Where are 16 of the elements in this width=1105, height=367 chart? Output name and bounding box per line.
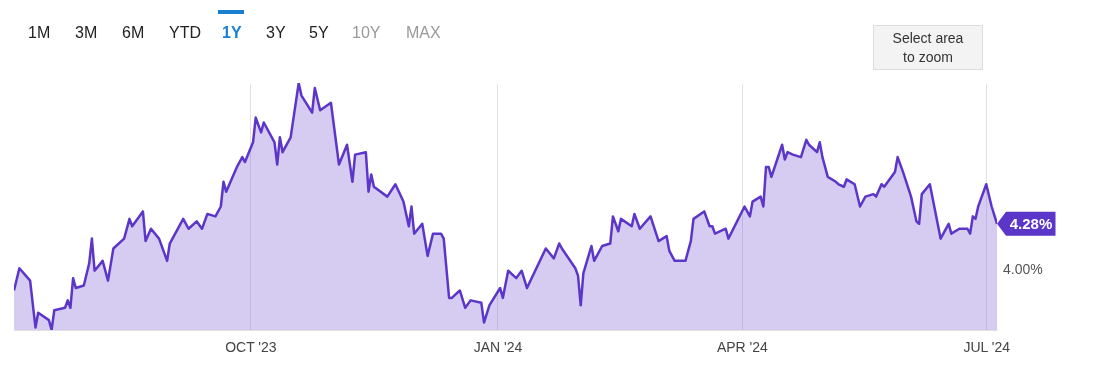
text: Select area to zoom [873,25,983,70]
x-tick-label: APR '24 [716,338,769,355]
text: 10Y [352,24,381,42]
text: 6M [122,24,145,42]
text: 1M [28,24,51,42]
text: 1Y [222,24,242,42]
annotation: 4.28% [1009,214,1053,232]
text: YTD [169,24,201,42]
text: 3Y [266,24,286,42]
text: MAX [406,24,441,42]
text: 3M [75,24,98,42]
x-tick-label: JAN '24 [473,338,523,355]
text: 4.00% [1003,261,1043,277]
x-tick-label: OCT '23 [225,338,277,355]
text: 5Y [309,24,329,42]
x-tick-label: JUL '24 [963,338,1011,355]
